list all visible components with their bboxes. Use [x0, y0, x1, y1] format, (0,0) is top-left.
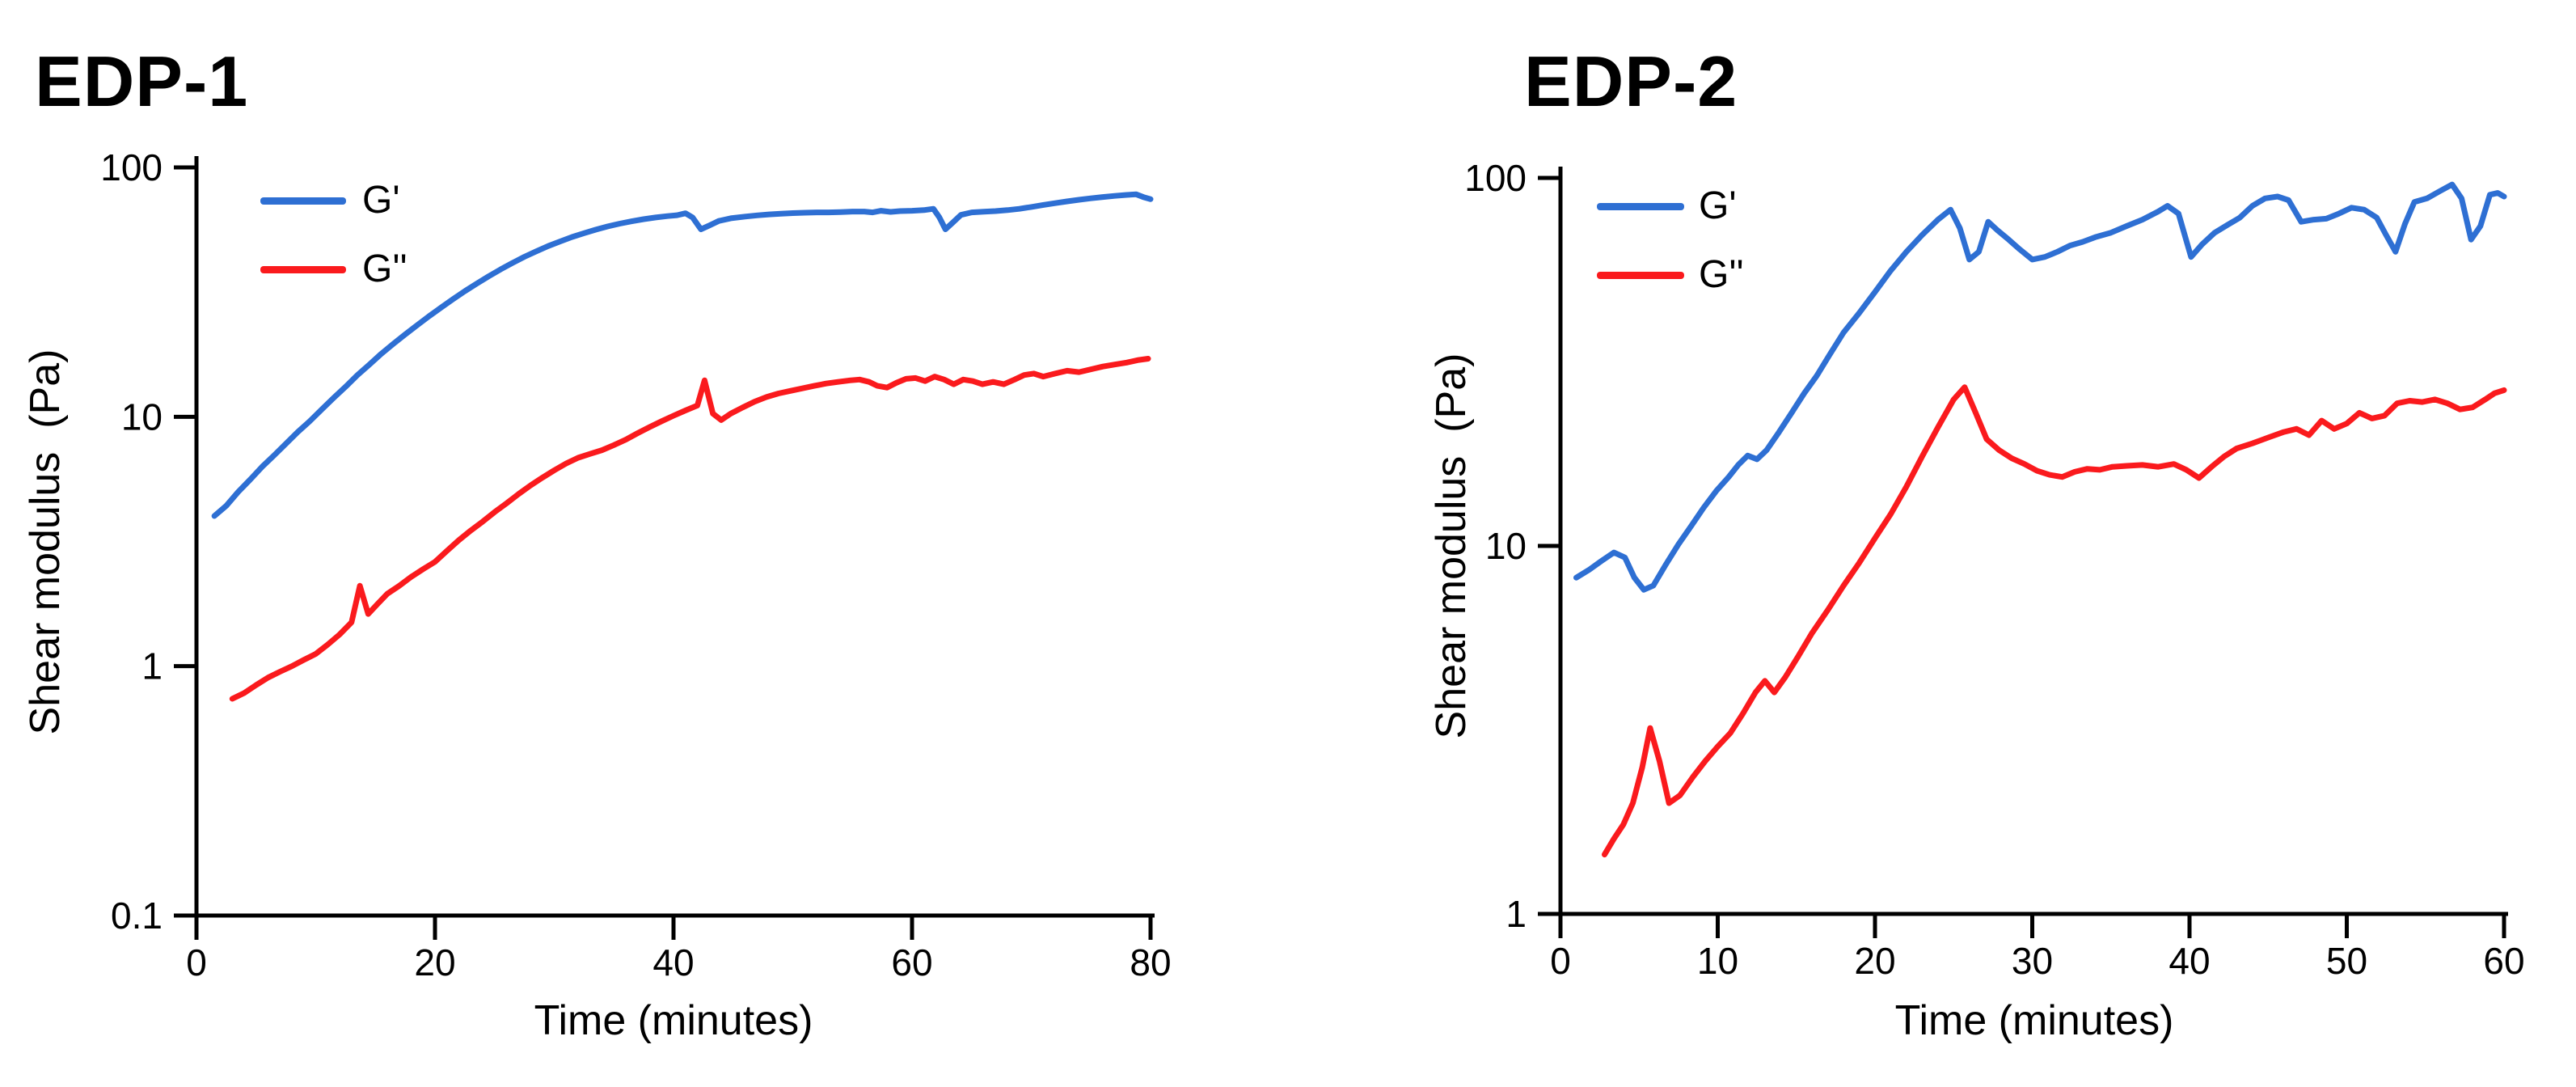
chart1-gdoubleprime-curve [229, 356, 1151, 702]
chart1-x-tick-label: 80 [1130, 941, 1171, 983]
chart1-gprime-curve [211, 191, 1154, 519]
chart1-y-tick-label: 0.1 [111, 895, 163, 937]
chart1-y-tick-label: 10 [121, 395, 163, 438]
chart1-x-tick-label: 20 [414, 941, 455, 983]
chart2-legend-gdoubleprime-line [1597, 272, 1684, 279]
chart2-x-tick-label: 40 [2168, 940, 2210, 982]
chart2-gprime-curve [1573, 181, 2507, 593]
chart2-y-tick-label: 1 [1505, 893, 1527, 935]
chart1-y-tick-label: 1 [141, 645, 163, 687]
chart1-y-tick-label: 100 [100, 146, 163, 188]
chart1-legend-gdoubleprime-line [260, 266, 346, 273]
chart2-y-axis-label: Shear modulus (Pa) [1428, 353, 1475, 739]
chart2-gdoubleprime-curve [1602, 384, 2507, 858]
chart2-x-tick-label: 0 [1550, 940, 1571, 982]
chart1-y-axis-label: Shear modulus (Pa) [22, 349, 69, 735]
chart2-x-tick-label: 30 [2012, 940, 2053, 982]
chart1-legend-gprime-line [260, 197, 346, 205]
chart2-x-tick-label: 50 [2326, 940, 2367, 982]
chart1-legend-gdoubleprime-label: G'' [362, 247, 408, 290]
chart2-y-tick-label: 10 [1485, 525, 1527, 567]
chart2-y-tick-label: 100 [1464, 157, 1527, 199]
chart1-x-axis-label: Time (minutes) [534, 997, 813, 1044]
chart1-x-tick-label: 40 [652, 941, 694, 983]
chart1-legend-gprime-label: G' [362, 179, 400, 222]
chart2-x-tick-label: 10 [1697, 940, 1738, 982]
chart1-x-tick-label: 0 [186, 941, 207, 983]
chart2-x-tick-label: 60 [2483, 940, 2524, 982]
chart2-legend-gprime-label: G' [1699, 184, 1737, 227]
chart1-x-tick-label: 60 [891, 941, 932, 983]
chart2-legend-gprime-line [1597, 203, 1684, 210]
chart2-x-axis-label: Time (minutes) [1894, 997, 2174, 1044]
chart2-title: EDP-2 [1524, 41, 1738, 121]
chart2-legend-gdoubleprime-label: G'' [1699, 253, 1744, 296]
chart1-title: EDP-1 [35, 41, 249, 121]
chart2-x-tick-label: 20 [1854, 940, 1895, 982]
